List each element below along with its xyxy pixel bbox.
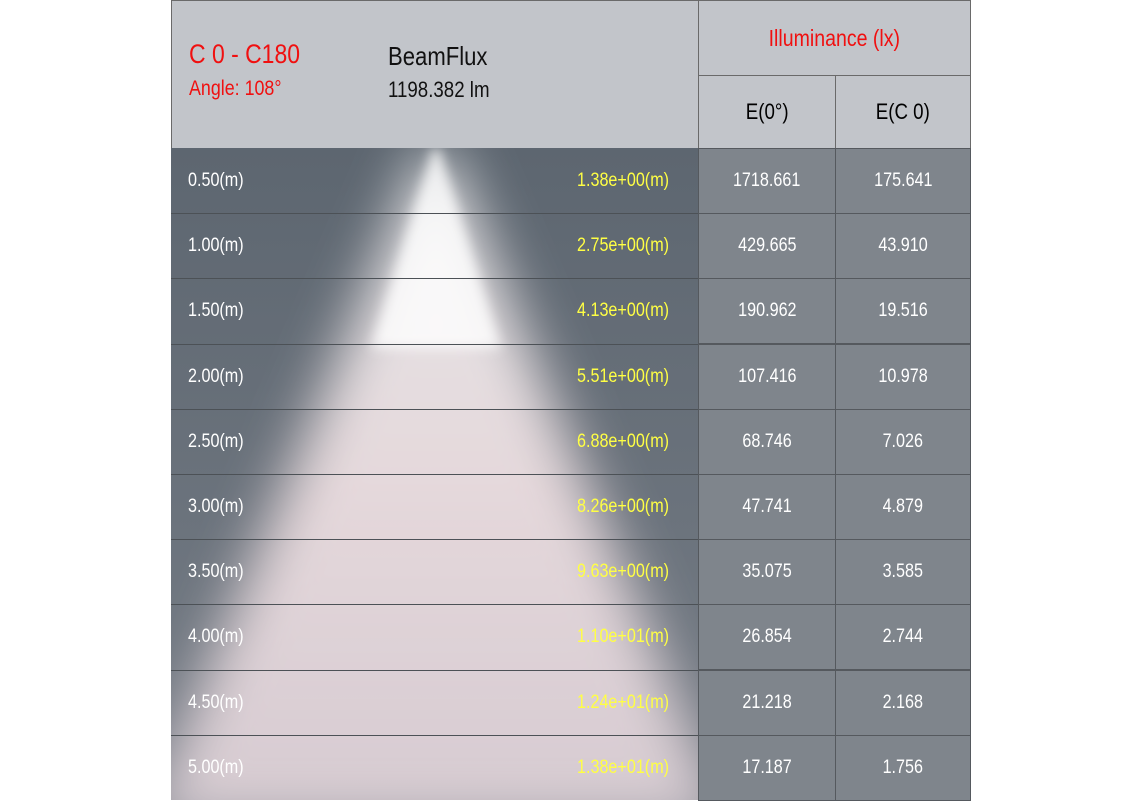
e0-value: 17.187 [742,757,792,778]
row-divider [171,278,698,279]
e0-value: 190.962 [737,300,797,321]
e0-cell: 21.218 [698,670,836,736]
ec0-cell: 10.978 [835,344,971,410]
distance-label: 5.00(m) [188,757,244,778]
e0-value: 26.854 [742,626,792,647]
row-divider [171,735,698,736]
e0-cell: 1718.661 [698,148,836,214]
col-header-e0-text: E(0°) [745,99,789,124]
ec0-value: 7.026 [882,431,924,452]
ec0-cell: 19.516 [835,278,971,344]
ec0-cell: 1.756 [835,735,971,801]
e0-value: 35.075 [742,561,792,582]
distance-label: 3.50(m) [188,561,244,582]
beamflux-value: 1198.382 lm [388,77,490,102]
distance-label: 1.00(m) [188,235,244,256]
ec0-value: 1.756 [882,757,924,778]
beam-diameter-label: 6.88e+00(m) [577,431,670,452]
row-divider [171,344,698,345]
col-header-e0: E(0°) [698,75,836,149]
ec0-value: 19.516 [878,300,928,321]
e0-value: 1718.661 [733,170,801,191]
ec0-value: 2.744 [882,626,924,647]
illuminance-title: Illuminance (lx) [768,24,901,51]
e0-cell: 68.746 [698,409,836,475]
distance-label: 4.00(m) [188,626,244,647]
ec0-value: 2.168 [882,692,924,713]
beamflux-label: BeamFlux [388,41,488,71]
ec0-cell: 2.168 [835,670,971,736]
beam-diameter-label: 1.24e+01(m) [577,692,670,713]
e0-cell: 47.741 [698,474,836,540]
row-divider [171,670,698,671]
ec0-value: 43.910 [878,235,928,256]
distance-label: 0.50(m) [188,170,244,191]
title-panel: C 0 - C180 Angle: 108° BeamFlux 1198.382… [171,0,699,149]
ec0-cell: 7.026 [835,409,971,475]
plane-label: C 0 - C180 [189,39,300,69]
distance-label: 4.50(m) [188,692,244,713]
ec0-value: 3.585 [882,561,924,582]
beam-diameter-label: 1.38e+01(m) [577,757,670,778]
beam-core [371,148,501,348]
beam-diameter-label: 8.26e+00(m) [577,496,670,517]
ec0-value: 175.641 [873,170,933,191]
beam-diameter-label: 4.13e+00(m) [577,300,670,321]
distance-label: 2.50(m) [188,431,244,452]
e0-cell: 429.665 [698,213,836,279]
e0-value: 47.741 [742,496,792,517]
col-header-ec0-text: E(C 0) [875,99,931,124]
row-divider [171,604,698,605]
e0-value: 68.746 [742,431,792,452]
ec0-value: 4.879 [882,496,924,517]
ec0-cell: 43.910 [835,213,971,279]
ec0-cell: 4.879 [835,474,971,540]
beam-diameter-label: 9.63e+00(m) [577,561,670,582]
e0-value: 107.416 [737,366,797,387]
ec0-value: 10.978 [878,366,928,387]
e0-cell: 26.854 [698,604,836,670]
ec0-cell: 2.744 [835,604,971,670]
distance-label: 1.50(m) [188,300,244,321]
ec0-cell: 175.641 [835,148,971,214]
e0-value: 429.665 [737,235,797,256]
e0-value: 21.218 [742,692,792,713]
row-divider [171,474,698,475]
illuminance-header: Illuminance (lx) [698,0,971,76]
beam-diameter-label: 1.10e+01(m) [577,626,670,647]
beam-diameter-label: 1.38e+00(m) [577,170,670,191]
distance-label: 3.00(m) [188,496,244,517]
row-divider [171,539,698,540]
row-divider [171,409,698,410]
e0-cell: 17.187 [698,735,836,801]
e0-cell: 35.075 [698,539,836,605]
row-divider [171,213,698,214]
beam-diameter-label: 2.75e+00(m) [577,235,670,256]
e0-cell: 107.416 [698,344,836,410]
distance-label: 2.00(m) [188,366,244,387]
e0-cell: 190.962 [698,278,836,344]
angle-label: Angle: 108° [189,77,282,100]
col-header-ec0: E(C 0) [835,75,971,149]
beam-diameter-label: 5.51e+00(m) [577,366,670,387]
ec0-cell: 3.585 [835,539,971,605]
